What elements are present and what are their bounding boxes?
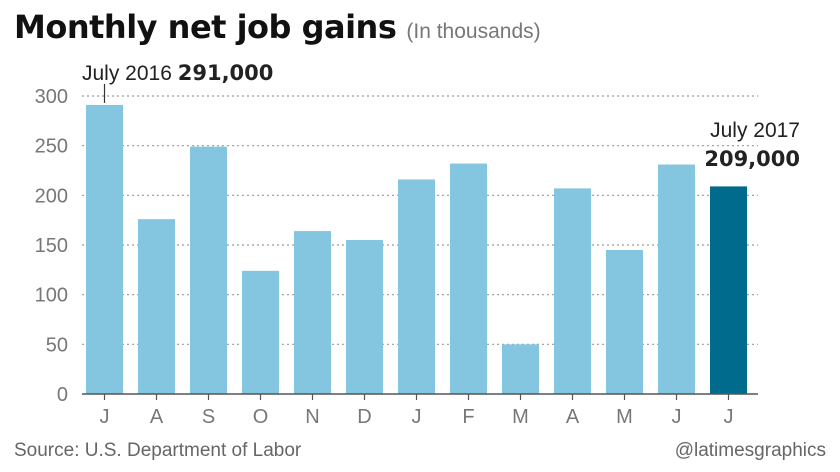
x-tick-label: J bbox=[412, 406, 422, 428]
bar bbox=[450, 163, 487, 394]
y-tick-label: 100 bbox=[35, 285, 68, 307]
x-tick-label: M bbox=[616, 406, 633, 428]
x-tick-label: O bbox=[253, 406, 269, 428]
bar bbox=[346, 240, 383, 394]
y-tick-label: 200 bbox=[35, 185, 68, 207]
chart-subtitle: (In thousands) bbox=[406, 20, 541, 43]
bar bbox=[294, 231, 331, 394]
source-note: Source: U.S. Department of Labor bbox=[14, 440, 302, 461]
x-tick-label: J bbox=[724, 406, 734, 428]
credit-note: @latimesgraphics bbox=[674, 440, 826, 461]
x-tick-label: F bbox=[462, 406, 474, 428]
x-tick-label: S bbox=[202, 406, 215, 428]
annotation-july-2017-date: July 2017 bbox=[710, 119, 800, 142]
x-tick-label: A bbox=[150, 406, 164, 428]
bar bbox=[554, 188, 591, 394]
bar bbox=[502, 344, 539, 394]
annotation-july-2016: July 2016 291,000 bbox=[82, 61, 273, 85]
annotation-value: 291,000 bbox=[178, 61, 274, 85]
x-tick-label: J bbox=[100, 406, 110, 428]
bar bbox=[658, 164, 695, 394]
y-tick-label: 50 bbox=[46, 334, 68, 356]
bar bbox=[242, 270, 279, 394]
bar bbox=[606, 249, 643, 394]
y-tick-label: 0 bbox=[57, 384, 68, 406]
x-tick-label: A bbox=[566, 406, 580, 428]
x-tick-label: N bbox=[305, 406, 319, 428]
y-tick-label: 150 bbox=[35, 235, 68, 257]
x-tick-label: M bbox=[512, 406, 529, 428]
annotation-date: July 2016 bbox=[82, 62, 178, 85]
x-tick-label: J bbox=[672, 406, 682, 428]
title-row: Monthly net job gains (In thousands) bbox=[14, 8, 541, 46]
bar bbox=[710, 186, 747, 394]
bar bbox=[190, 146, 227, 394]
bar bbox=[398, 179, 435, 394]
annotation-july-2017-value: 209,000 bbox=[704, 147, 800, 171]
x-tick-label: D bbox=[357, 406, 371, 428]
bar bbox=[138, 219, 175, 394]
y-tick-label: 300 bbox=[35, 86, 68, 108]
y-tick-label: 250 bbox=[35, 136, 68, 158]
chart-title: Monthly net job gains bbox=[14, 8, 397, 46]
bar bbox=[86, 104, 123, 394]
